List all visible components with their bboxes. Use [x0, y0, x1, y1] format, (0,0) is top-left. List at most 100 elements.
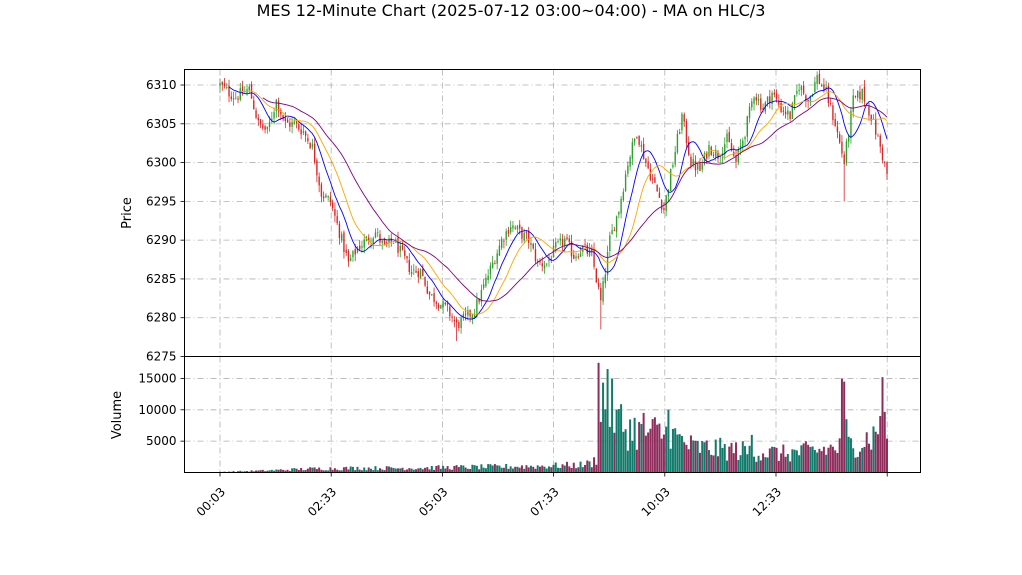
volume-bar [584, 464, 587, 473]
candle-body [566, 237, 568, 240]
x-tick-label: 12:33 [750, 485, 784, 519]
volume-bar [545, 468, 548, 473]
candle-body [744, 137, 746, 140]
volume-bar [264, 471, 267, 473]
candle-body [724, 144, 726, 155]
volume-bar [854, 457, 857, 473]
volume-bar [604, 409, 607, 473]
candle-body [467, 310, 469, 316]
volume-bar [268, 470, 271, 473]
volume-bar [726, 460, 729, 473]
volume-bar [739, 455, 742, 473]
candle-body [829, 103, 832, 104]
candle-body [257, 117, 260, 121]
volume-bar [419, 467, 422, 473]
candle-body [253, 100, 255, 110]
volume-bar [813, 449, 816, 473]
candle-body [271, 118, 273, 121]
volume-bar [324, 470, 327, 473]
volume-bar [360, 470, 363, 473]
volume-bar [653, 417, 656, 473]
candle-body [401, 245, 404, 250]
volume-bar [723, 444, 726, 473]
candle-body [631, 142, 634, 159]
price-tick-label: 6300 [146, 156, 177, 170]
candle-body [870, 114, 872, 121]
candle-body [863, 86, 866, 102]
candle-body [424, 276, 426, 286]
candle-body [397, 237, 399, 253]
volume-bar [784, 456, 787, 473]
candle-body [491, 262, 494, 268]
candle-body [525, 232, 528, 234]
candle-body [469, 310, 471, 317]
candle-body [295, 121, 298, 124]
candle-body [528, 231, 530, 243]
volume-bar [705, 440, 708, 473]
volume-bar [547, 466, 550, 473]
candle-body [399, 245, 401, 252]
volume-bar [444, 468, 447, 473]
candle-body [649, 169, 652, 180]
candle-body [455, 319, 458, 323]
ma-slow-line [262, 97, 888, 302]
volume-bar [755, 461, 758, 473]
candle-body [622, 191, 625, 201]
volume-bar [378, 468, 381, 473]
candle-body [386, 242, 388, 244]
candle-body [309, 142, 311, 149]
volume-bar [365, 470, 368, 473]
candle-body [530, 242, 532, 246]
volume-bar [692, 440, 695, 473]
volume-bar [464, 467, 467, 473]
volume-bar [554, 462, 557, 473]
volume-bar [529, 465, 532, 473]
candle-body [850, 110, 852, 138]
candle-body [372, 238, 374, 244]
volume-axis-label: Volume [110, 391, 125, 439]
volume-bar [581, 467, 584, 473]
volume-bar [863, 446, 866, 473]
volume-bar [252, 471, 255, 473]
candle-body [800, 86, 803, 91]
volume-y-ticks: 5000 10000 15000 [138, 371, 185, 448]
candle-body [235, 97, 237, 99]
volume-bar [460, 465, 463, 473]
volume-bar [408, 468, 411, 473]
candle-body [706, 152, 708, 159]
candle-body [226, 87, 228, 88]
volume-bar [428, 469, 431, 473]
candle-body [514, 227, 516, 229]
volume-bar [417, 468, 420, 473]
volume-bar [845, 419, 848, 473]
volume-bar [694, 440, 697, 473]
candle-body [674, 151, 676, 165]
volume-bar [640, 424, 643, 473]
volume-bar [415, 469, 418, 473]
volume-bar [511, 468, 514, 473]
candle-body [868, 105, 870, 116]
candle-body [460, 317, 462, 329]
candle-body [221, 82, 223, 85]
candle-body [620, 198, 622, 214]
volume-bar [647, 432, 650, 473]
volume-bar [509, 466, 512, 473]
volume-bar [338, 470, 341, 473]
volume-bar [349, 466, 352, 473]
volume-panel-frame [184, 356, 921, 473]
volume-bar [442, 465, 445, 473]
candle-body [307, 137, 309, 142]
price-y-ticks: 6275 6280 6285 6290 6295 6300 6305 6310 [146, 78, 185, 364]
volume-bar [259, 470, 262, 473]
candle-body [600, 287, 602, 301]
candle-body [284, 117, 287, 122]
candle-body [541, 263, 543, 267]
candle-body [379, 234, 381, 243]
volume-bar [550, 467, 553, 473]
volume-bar [759, 460, 762, 473]
volume-bar [297, 470, 300, 473]
candle-body [446, 302, 449, 305]
volume-bar [383, 470, 386, 473]
volume-bar [836, 452, 839, 473]
volume-bar [462, 465, 465, 473]
